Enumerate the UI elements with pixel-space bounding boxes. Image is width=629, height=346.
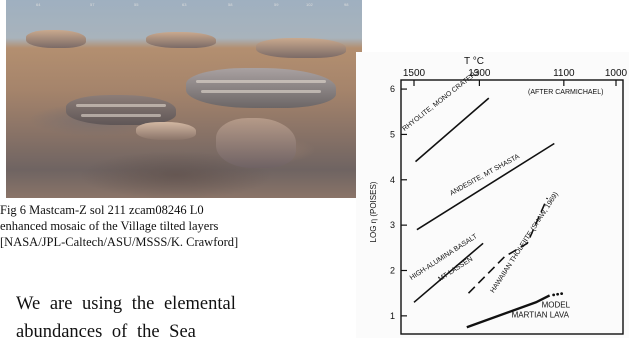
series-line <box>467 197 549 294</box>
plot-frame <box>400 79 624 335</box>
photo-tick-label: 63 <box>182 2 187 7</box>
viscosity-chart-svg: T °C (AFTER CARMICHAEL) LOG η (POISES) 1… <box>369 56 628 335</box>
y-tick-label: 6 <box>390 84 395 94</box>
photo-tick-label: 98 <box>344 2 349 7</box>
rock-slab <box>136 122 196 140</box>
top-tick-label: 1500 <box>403 68 426 79</box>
y-tick-label: 3 <box>390 220 395 230</box>
photo-tick-label: 64 <box>36 2 41 7</box>
y-tick-label: 2 <box>390 266 395 276</box>
rock-layer-stripe <box>76 104 166 107</box>
y-tick-label: 1 <box>390 311 395 321</box>
y-axis-label: LOG η (POISES) <box>369 181 378 242</box>
y-tick-label: 5 <box>390 129 395 139</box>
caption-line: enhanced mosaic of the Village tilted la… <box>0 219 219 233</box>
top-axis-label: T °C <box>464 56 484 67</box>
layered-rock <box>186 68 336 108</box>
top-tick-label: 1100 <box>553 68 575 79</box>
series-line <box>414 97 490 163</box>
photo-tick-label: 57 <box>90 2 95 7</box>
viscosity-chart: T °C (AFTER CARMICHAEL) LOG η (POISES) 1… <box>356 52 629 338</box>
photo-tick-label: 102 <box>306 2 313 7</box>
body-line: We are using the elemental <box>16 294 236 314</box>
rock-outcrop <box>256 38 346 58</box>
y-tick-label: 4 <box>390 175 395 185</box>
figure-caption: Fig 6 Mastcam-Z sol 211 zcam08246 L0 enh… <box>0 202 362 250</box>
body-paragraph: We are using the elemental abundances of… <box>16 290 362 346</box>
rock-layer-stripe <box>81 114 161 117</box>
rock-layer-stripe <box>196 80 326 83</box>
body-line: abundances of the Sea <box>16 322 196 342</box>
top-tick-label: 1300 <box>468 68 491 79</box>
rock-layer-stripe <box>201 90 321 93</box>
caption-line: Fig 6 Mastcam-Z sol 211 zcam08246 L0 <box>0 203 204 217</box>
rock-outcrop <box>146 32 216 48</box>
photo-tick-label: 59 <box>274 2 279 7</box>
boulder <box>216 118 296 168</box>
series-line <box>413 242 484 303</box>
photo-tick-label: 58 <box>228 2 233 7</box>
rock-outcrop <box>26 30 86 48</box>
series-dot <box>552 293 556 297</box>
source-note: (AFTER CARMICHAEL) <box>528 89 603 96</box>
top-tick-label: 1000 <box>605 68 628 79</box>
series-label: HAWAIIAN THOLEIITE (SHAW, 1969) <box>489 191 559 294</box>
series-label: MARTIAN LAVA <box>512 310 570 319</box>
mastcam-mosaic-image: 64 57 55 63 58 59 102 98 <box>6 0 362 198</box>
series-line <box>466 294 551 329</box>
layered-rock <box>66 95 176 125</box>
caption-line: [NASA/JPL-Caltech/ASU/MSSS/K. Crawford] <box>0 235 239 249</box>
series-dot <box>556 292 560 296</box>
series-line <box>416 142 555 231</box>
photo-tick-label: 55 <box>134 2 139 7</box>
series-label: ANDESITE, MT SHASTA <box>449 153 521 197</box>
series-dot <box>560 292 564 296</box>
series-label: MODEL <box>542 300 571 309</box>
